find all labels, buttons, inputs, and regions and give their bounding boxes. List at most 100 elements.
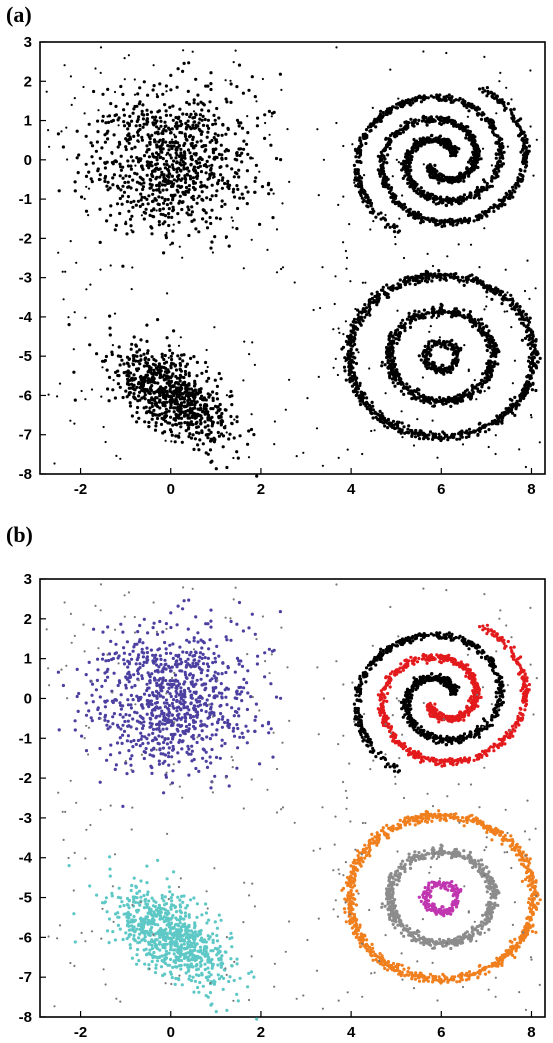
data-point (216, 181, 220, 185)
data-point (412, 137, 416, 142)
data-point (497, 160, 501, 164)
data-point (167, 165, 171, 169)
data-point (514, 120, 518, 124)
data-point (449, 404, 453, 408)
data-point (124, 147, 128, 152)
data-point (395, 372, 399, 376)
data-point (226, 149, 230, 153)
data-point (189, 127, 193, 131)
data-point (183, 421, 187, 425)
data-point (492, 92, 496, 96)
x-tick-label: 2 (257, 481, 265, 498)
data-point (160, 150, 164, 154)
data-point (122, 362, 126, 366)
data-point (249, 427, 254, 432)
data-point (119, 84, 123, 89)
data-point (504, 191, 508, 195)
data-point (364, 141, 368, 146)
data-point (510, 307, 514, 311)
data-point (430, 397, 434, 401)
data-point (238, 196, 242, 200)
data-point (363, 392, 367, 396)
data-point (106, 188, 110, 192)
data-point (487, 334, 491, 338)
data-point (447, 310, 451, 315)
data-point (403, 155, 408, 159)
data-point (170, 146, 174, 151)
data-point (118, 211, 122, 216)
data-point (187, 169, 191, 173)
data-point (143, 358, 147, 362)
data-point (229, 389, 233, 394)
data-point (395, 287, 399, 291)
data-point (121, 176, 125, 180)
data-point (209, 168, 213, 172)
data-point (398, 283, 403, 287)
data-point (475, 144, 479, 148)
data-point (432, 200, 436, 204)
data-point (485, 188, 489, 192)
data-point (116, 186, 120, 190)
data-point (143, 393, 147, 397)
data-point (503, 203, 507, 207)
data-point (139, 192, 143, 196)
data-point (151, 375, 155, 379)
data-point (141, 187, 145, 191)
data-point (351, 355, 355, 359)
data-point (213, 438, 217, 442)
data-point (379, 150, 383, 154)
data-point (395, 132, 399, 136)
data-point (241, 196, 245, 200)
data-point (184, 137, 188, 141)
data-point (160, 170, 164, 174)
data-point (359, 139, 363, 143)
data-point (197, 121, 201, 125)
data-point (354, 184, 358, 188)
data-point (140, 138, 144, 142)
data-point (379, 288, 384, 292)
data-point (390, 352, 394, 356)
data-point (164, 410, 168, 415)
data-point (175, 188, 179, 192)
data-point (495, 205, 499, 209)
data-point (133, 388, 137, 392)
data-point (235, 227, 239, 231)
data-point (119, 168, 123, 172)
data-point (118, 363, 122, 367)
data-point (132, 383, 136, 387)
data-point (462, 308, 466, 312)
data-point (147, 135, 151, 139)
data-point (162, 176, 166, 180)
data-point (199, 132, 203, 136)
data-point (388, 362, 392, 366)
data-point (134, 124, 138, 128)
data-point (471, 325, 475, 329)
y-tick-label: -4 (19, 309, 33, 326)
data-point (105, 184, 109, 188)
data-point (158, 368, 162, 372)
data-point (440, 98, 445, 102)
data-point (453, 148, 457, 152)
data-point (387, 355, 392, 359)
data-point (216, 408, 220, 413)
data-point (487, 121, 491, 125)
data-point (422, 118, 426, 122)
data-point (153, 131, 157, 135)
data-point (353, 147, 358, 151)
data-point (359, 180, 363, 184)
data-point (153, 399, 157, 403)
data-point (406, 124, 410, 128)
data-point (387, 137, 391, 141)
data-point (407, 121, 411, 125)
data-point (135, 410, 139, 415)
data-point (193, 169, 198, 173)
data-point (145, 323, 149, 327)
data-point (451, 352, 455, 357)
data-point (428, 366, 432, 370)
data-point (235, 151, 239, 155)
data-point (183, 174, 187, 178)
data-point (175, 413, 179, 417)
y-tick-label: -5 (19, 348, 32, 365)
data-point (57, 189, 61, 193)
data-point (356, 313, 360, 317)
